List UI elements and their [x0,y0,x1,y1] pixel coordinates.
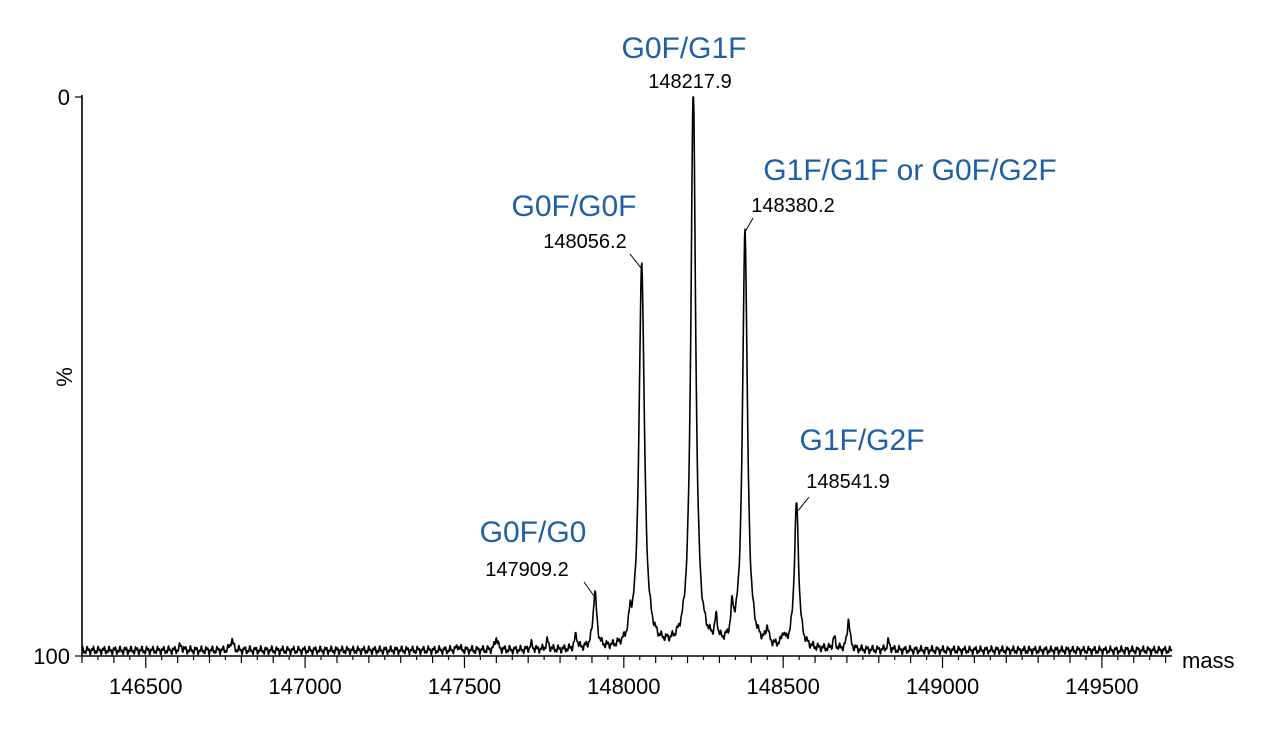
peak-mass-label: 148217.9 [648,71,731,93]
peak-mass-label: 148380.2 [751,195,834,217]
y-tick-label: 0 [58,85,70,110]
x-tick-label: 146500 [109,674,182,699]
x-tick-label: 149500 [1065,674,1138,699]
peak-mass-label: 147909.2 [485,559,568,581]
peak-annotation: G0F/G0F 148056.2 [511,190,642,269]
y-axis-title: % [52,367,77,387]
peak-glycoform-label: G0F/G0 [480,516,587,549]
peak-leader-line [629,253,642,269]
x-tick-label: 148000 [587,674,660,699]
x-axis: 146500 147000 147500 148000 148500 149000 1495… [81,648,1235,699]
peak-mass-label: 148056.2 [543,231,626,253]
y-tick-label: 100 [33,644,70,669]
peak-annotation: G1F/G1F or G0F/G2F 148380.2 [744,154,1057,233]
x-axis-title: mass [1182,648,1235,673]
peak-annotation: G1F/G2F 148541.9 [796,424,925,513]
peak-leader-line [583,581,595,597]
peak-glycoform-label: G0F/G1F [621,32,746,65]
peak-leader-line [744,217,754,233]
peak-glycoform-label: G0F/G0F [511,190,636,223]
spectrum-trace [81,96,1173,656]
peak-annotations: G0F/G1F 148217.9 G0F/G0F 148056.2 G1F/G1F or… [480,32,1057,597]
peak-annotation: G0F/G1F 148217.9 [621,32,746,93]
peak-glycoform-label: G1F/G2F [799,424,924,457]
peak-glycoform-label: G1F/G1F or G0F/G2F [763,154,1056,187]
x-tick-label: 149000 [906,674,979,699]
spectrum-plot [81,96,1173,656]
peak-leader-line [796,496,810,513]
x-tick-label: 148500 [746,674,819,699]
peak-annotation: G0F/G0 147909.2 [480,516,595,597]
x-tick-label: 147500 [428,674,501,699]
y-axis: 0 100% [33,85,83,669]
peak-mass-label: 148541.9 [806,471,889,493]
x-tick-label: 147000 [268,674,341,699]
